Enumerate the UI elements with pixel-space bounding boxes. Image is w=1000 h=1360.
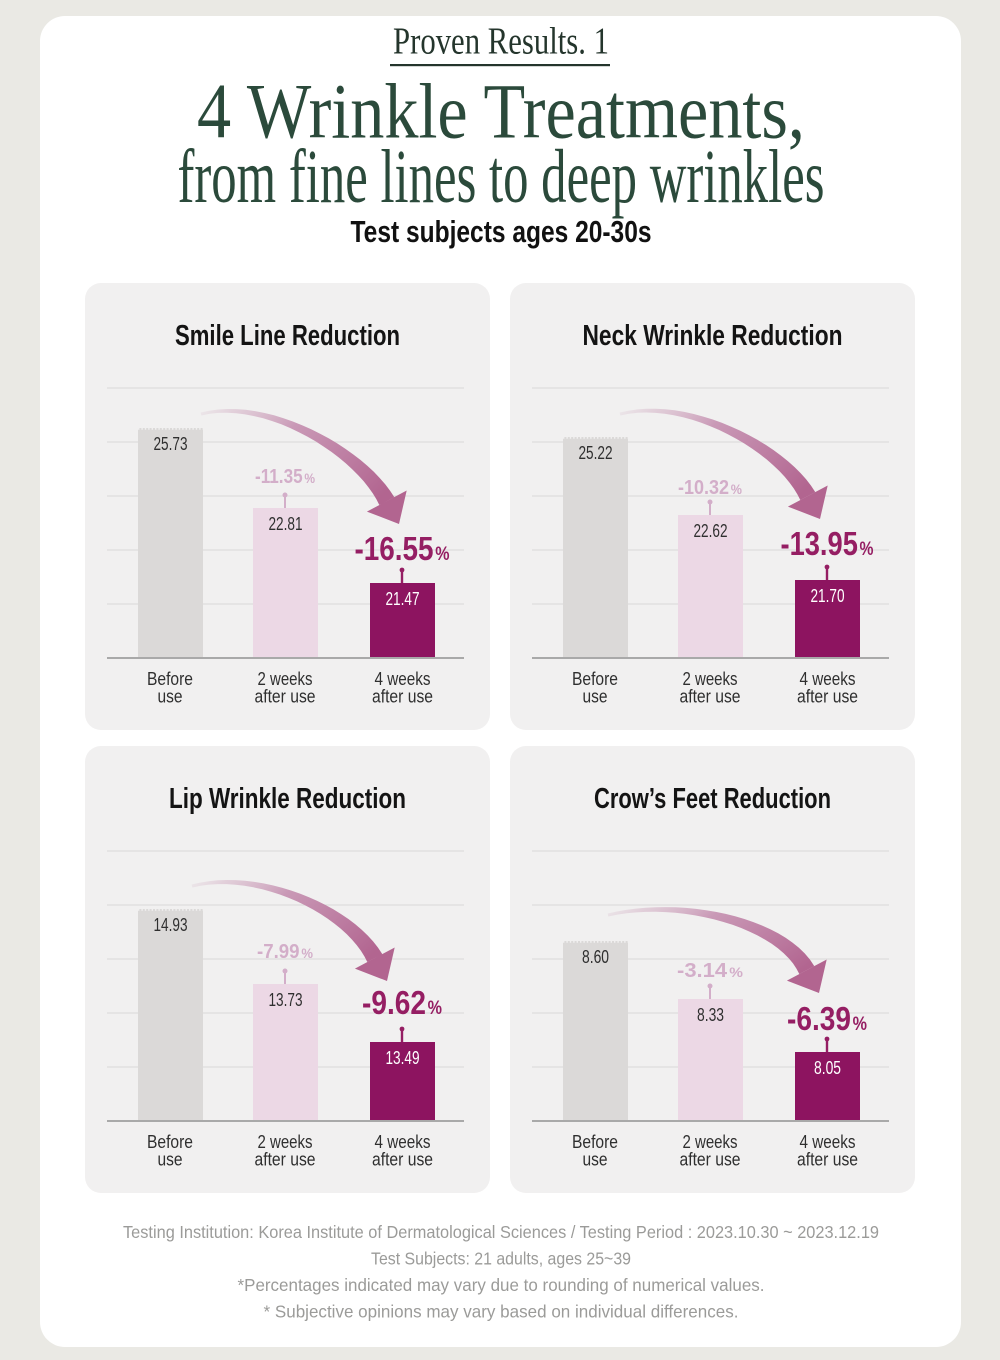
svg-text:13.73: 13.73 (269, 990, 303, 1010)
svg-text:25.22: 25.22 (579, 443, 613, 463)
svg-text:*Percentages indicated may var: *Percentages indicated may vary due to r… (238, 1275, 765, 1295)
svg-text:Before: Before (147, 669, 193, 689)
svg-text:-9.62%: -9.62% (362, 984, 442, 1021)
svg-text:from fine lines to deep wrinkl: from fine lines to deep wrinkles (178, 135, 825, 219)
svg-text:-3.14%: -3.14% (677, 960, 744, 982)
svg-text:2 weeks: 2 weeks (258, 1132, 313, 1152)
svg-text:use: use (158, 687, 183, 707)
svg-text:2 weeks: 2 weeks (683, 1132, 738, 1152)
svg-text:Test subjects ages 20-30s: Test subjects ages 20-30s (351, 214, 652, 249)
svg-text:use: use (583, 1150, 608, 1170)
svg-text:-10.32%: -10.32% (678, 477, 742, 499)
svg-text:-6.39%: -6.39% (787, 1000, 867, 1037)
svg-text:4 weeks: 4 weeks (375, 669, 431, 689)
svg-text:after use: after use (255, 687, 316, 707)
svg-text:21.47: 21.47 (386, 589, 420, 609)
svg-text:Lip Wrinkle Reduction: Lip Wrinkle Reduction (169, 783, 406, 815)
svg-text:-11.35%: -11.35% (255, 466, 315, 488)
svg-text:Before: Before (572, 669, 618, 689)
svg-text:Test Subjects: 21 adults, ages: Test Subjects: 21 adults, ages 25~39 (371, 1249, 631, 1269)
svg-text:after use: after use (255, 1150, 316, 1170)
svg-text:8.33: 8.33 (697, 1005, 724, 1025)
svg-text:-7.99%: -7.99% (257, 941, 314, 963)
svg-text:after use: after use (797, 687, 858, 707)
svg-text:after use: after use (680, 687, 741, 707)
svg-text:after use: after use (372, 687, 433, 707)
svg-text:2 weeks: 2 weeks (258, 669, 313, 689)
svg-text:Before: Before (147, 1132, 193, 1152)
svg-text:after use: after use (797, 1150, 858, 1170)
svg-text:25.73: 25.73 (154, 434, 188, 454)
svg-text:-13.95%: -13.95% (781, 525, 874, 562)
svg-text:after use: after use (372, 1150, 433, 1170)
svg-text:4 weeks: 4 weeks (800, 1132, 856, 1152)
svg-text:Neck Wrinkle Reduction: Neck Wrinkle Reduction (583, 320, 843, 352)
svg-text:use: use (158, 1150, 183, 1170)
svg-text:-16.55%: -16.55% (355, 530, 450, 567)
svg-text:21.70: 21.70 (811, 586, 845, 606)
svg-text:Crow’s Feet Reduction: Crow’s Feet Reduction (594, 783, 831, 815)
svg-text:Smile Line Reduction: Smile Line Reduction (175, 320, 400, 352)
svg-text:4 weeks: 4 weeks (800, 669, 856, 689)
svg-text:22.62: 22.62 (694, 521, 728, 541)
svg-text:Testing Institution: Korea Ins: Testing Institution: Korea Institute of … (123, 1222, 879, 1242)
svg-text:4 Wrinkle Treatments,: 4 Wrinkle Treatments, (197, 68, 805, 155)
svg-text:after use: after use (680, 1150, 741, 1170)
svg-text:8.60: 8.60 (582, 947, 609, 967)
svg-text:use: use (583, 687, 608, 707)
svg-text:Proven Results. 1: Proven Results. 1 (393, 21, 609, 63)
svg-text:* Subjective opinions may vary: * Subjective opinions may vary based on … (264, 1302, 739, 1322)
svg-text:13.49: 13.49 (386, 1048, 420, 1068)
svg-text:22.81: 22.81 (269, 514, 303, 534)
svg-text:8.05: 8.05 (814, 1058, 841, 1078)
svg-text:Before: Before (572, 1132, 618, 1152)
svg-text:4 weeks: 4 weeks (375, 1132, 431, 1152)
svg-text:14.93: 14.93 (154, 915, 188, 935)
svg-text:2 weeks: 2 weeks (683, 669, 738, 689)
